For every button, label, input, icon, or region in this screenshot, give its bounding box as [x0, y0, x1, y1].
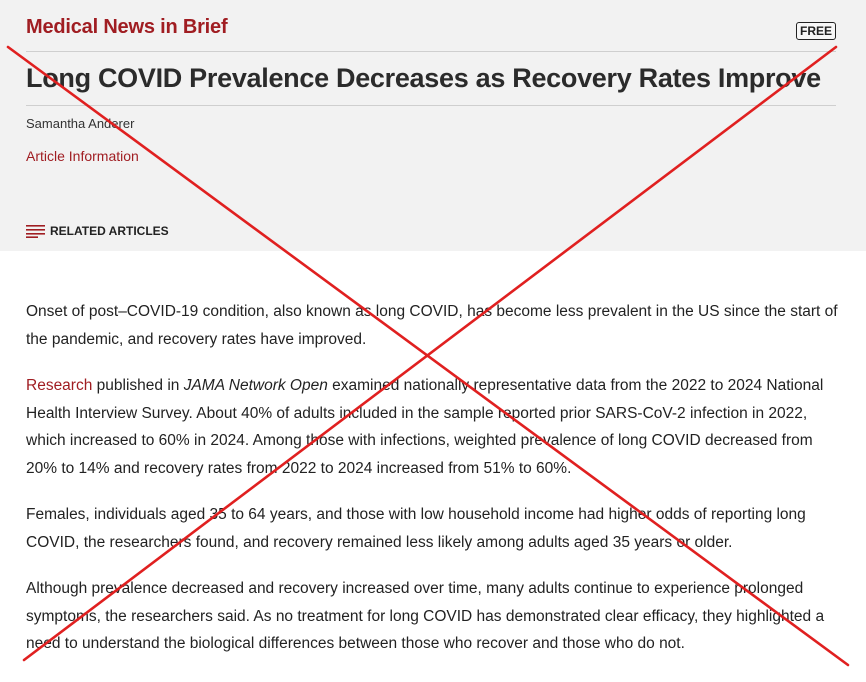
- divider: [26, 51, 836, 52]
- related-articles-label: RELATED ARTICLES: [50, 224, 169, 238]
- page-title: Long COVID Prevalence Decreases as Recov…: [26, 63, 821, 93]
- section-label[interactable]: Medical News in Brief: [26, 16, 228, 38]
- author-name[interactable]: Samantha Anderer: [26, 116, 135, 131]
- article-body: Onset of post–COVID-19 condition, also k…: [26, 298, 840, 677]
- paragraph: Research published in JAMA Network Open …: [26, 372, 840, 482]
- header-topline: Medical News in Brief FREE: [26, 16, 836, 40]
- article-header: Medical News in Brief FREE Long COVID Pr…: [0, 0, 866, 251]
- related-articles-button[interactable]: RELATED ARTICLES: [26, 224, 169, 238]
- research-link[interactable]: Research: [26, 377, 93, 394]
- article-information-link[interactable]: Article Information: [26, 148, 139, 164]
- paragraph-text: published in: [92, 377, 184, 394]
- paragraph: Although prevalence decreased and recove…: [26, 580, 825, 652]
- free-badge: FREE: [795, 22, 836, 40]
- menu-lines-icon: [26, 225, 45, 238]
- paragraph: Females, individuals aged 35 to 64 years…: [26, 506, 806, 551]
- journal-name: JAMA Network Open: [183, 377, 328, 394]
- divider: [26, 105, 836, 106]
- paragraph: Onset of post–COVID-19 condition, also k…: [26, 303, 838, 348]
